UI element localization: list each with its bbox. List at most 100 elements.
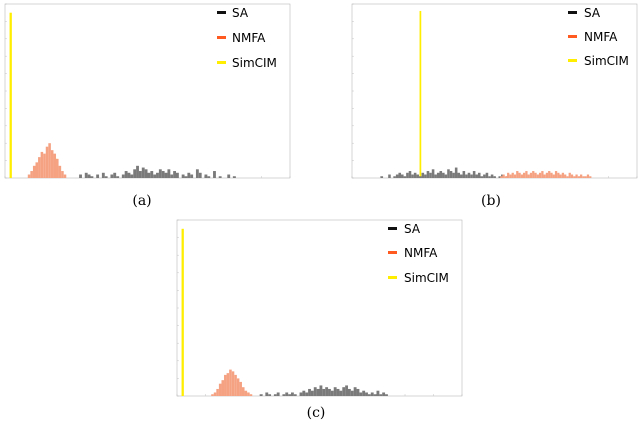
bar-sa [167, 169, 171, 178]
caption-c: (c) [307, 405, 326, 421]
bar-nmfa [504, 176, 508, 178]
plot-area-a [4, 3, 291, 179]
bar-nmfa [507, 172, 510, 178]
bar-sa [181, 174, 185, 178]
bar-nmfa [239, 381, 242, 396]
bar-nmfa [516, 171, 519, 178]
bar-sa [416, 174, 419, 178]
bar-sa [153, 174, 157, 178]
bar-sa [490, 174, 494, 178]
bar-nmfa [523, 172, 526, 178]
bar-sa [403, 176, 407, 178]
bar-nmfa [63, 174, 67, 178]
bar-nmfa [557, 172, 560, 178]
bar-sa [141, 167, 145, 178]
bar-sa [333, 387, 337, 396]
bar-nmfa [561, 172, 565, 178]
bar-nmfa [50, 150, 54, 178]
caption-a: (a) [132, 193, 151, 209]
bar-nmfa [527, 174, 530, 178]
bar-sa [136, 165, 139, 178]
bar-nmfa [32, 165, 36, 178]
bar-nmfa [502, 174, 505, 178]
bar-nmfa [35, 162, 39, 178]
bar-nmfa [575, 174, 578, 178]
caption-b: (b) [481, 193, 501, 209]
bar-sa [173, 171, 176, 178]
bar-sa [406, 172, 409, 178]
bar-sa [350, 390, 354, 396]
bar-sa [345, 385, 348, 396]
bar-sa [96, 174, 100, 178]
bar-nmfa [38, 157, 41, 178]
bar-nmfa [211, 394, 214, 396]
bar-sa [388, 174, 391, 178]
bar-sa [465, 174, 468, 178]
bar-sa [342, 387, 346, 396]
bar-nmfa [538, 172, 542, 178]
legend-a: SA NMFA SimCIM [217, 6, 277, 70]
bar-sa [330, 390, 334, 396]
bar-sa [472, 171, 476, 178]
bar-sa [204, 174, 208, 178]
bar-nmfa [582, 176, 585, 178]
bar-sa [429, 172, 432, 178]
bar-sa [401, 174, 404, 178]
legend-swatch-sa [388, 227, 397, 230]
bar-sa [382, 392, 386, 396]
bar-sa [190, 174, 194, 178]
legend-swatch-simcim [388, 276, 397, 279]
bar-nmfa [589, 176, 592, 178]
bar-sa [308, 388, 311, 396]
bar-sa [127, 172, 131, 178]
bar-sa [176, 172, 179, 178]
legend-label-sa: SA [404, 222, 421, 236]
bar-sa [348, 388, 351, 396]
bar-sa [325, 387, 329, 396]
bar-sa [285, 392, 289, 396]
bar-sa [426, 171, 430, 178]
bar-sa [336, 388, 340, 396]
bar-nmfa [529, 172, 533, 178]
bar-simcim [419, 10, 422, 178]
legend-c: SA NMFA SimCIM [388, 222, 449, 285]
bar-sa [316, 388, 320, 396]
bar-nmfa [61, 171, 64, 178]
legend-label-sa: SA [584, 6, 601, 20]
bar-nmfa [249, 394, 253, 396]
bar-nmfa [548, 171, 551, 178]
bar-sa [233, 176, 236, 178]
legend-label-nmfa: NMFA [404, 246, 438, 260]
bar-nmfa [552, 174, 555, 178]
bar-sa [116, 176, 119, 178]
bar-sa [480, 176, 484, 178]
bar-nmfa [518, 172, 521, 178]
bar-sa [485, 172, 489, 178]
bar-nmfa [53, 153, 57, 178]
bar-nmfa [226, 373, 230, 396]
bar-sa [370, 392, 374, 396]
bar-nmfa [244, 390, 248, 396]
bar-nmfa [221, 380, 225, 396]
bar-sa [313, 387, 317, 396]
bar-nmfa [525, 171, 528, 178]
bar-sa [379, 394, 383, 396]
bar-sa [322, 388, 326, 396]
bar-sa [498, 176, 502, 178]
bar-sa [362, 390, 366, 396]
bar-nmfa [520, 174, 523, 178]
bar-sa [113, 172, 117, 178]
bar-sa [339, 390, 343, 396]
bar-nmfa [543, 174, 546, 178]
legend-label-simcim: SimCIM [404, 271, 449, 285]
bar-sa [449, 171, 453, 178]
bar-sa [184, 176, 188, 178]
bar-simcim [9, 12, 12, 179]
bar-sa [398, 172, 402, 178]
bar-sa [421, 172, 425, 178]
bar-sa [156, 172, 159, 178]
bar-nmfa [43, 153, 46, 178]
bar-sa [380, 176, 384, 178]
bar-nmfa [224, 374, 227, 396]
